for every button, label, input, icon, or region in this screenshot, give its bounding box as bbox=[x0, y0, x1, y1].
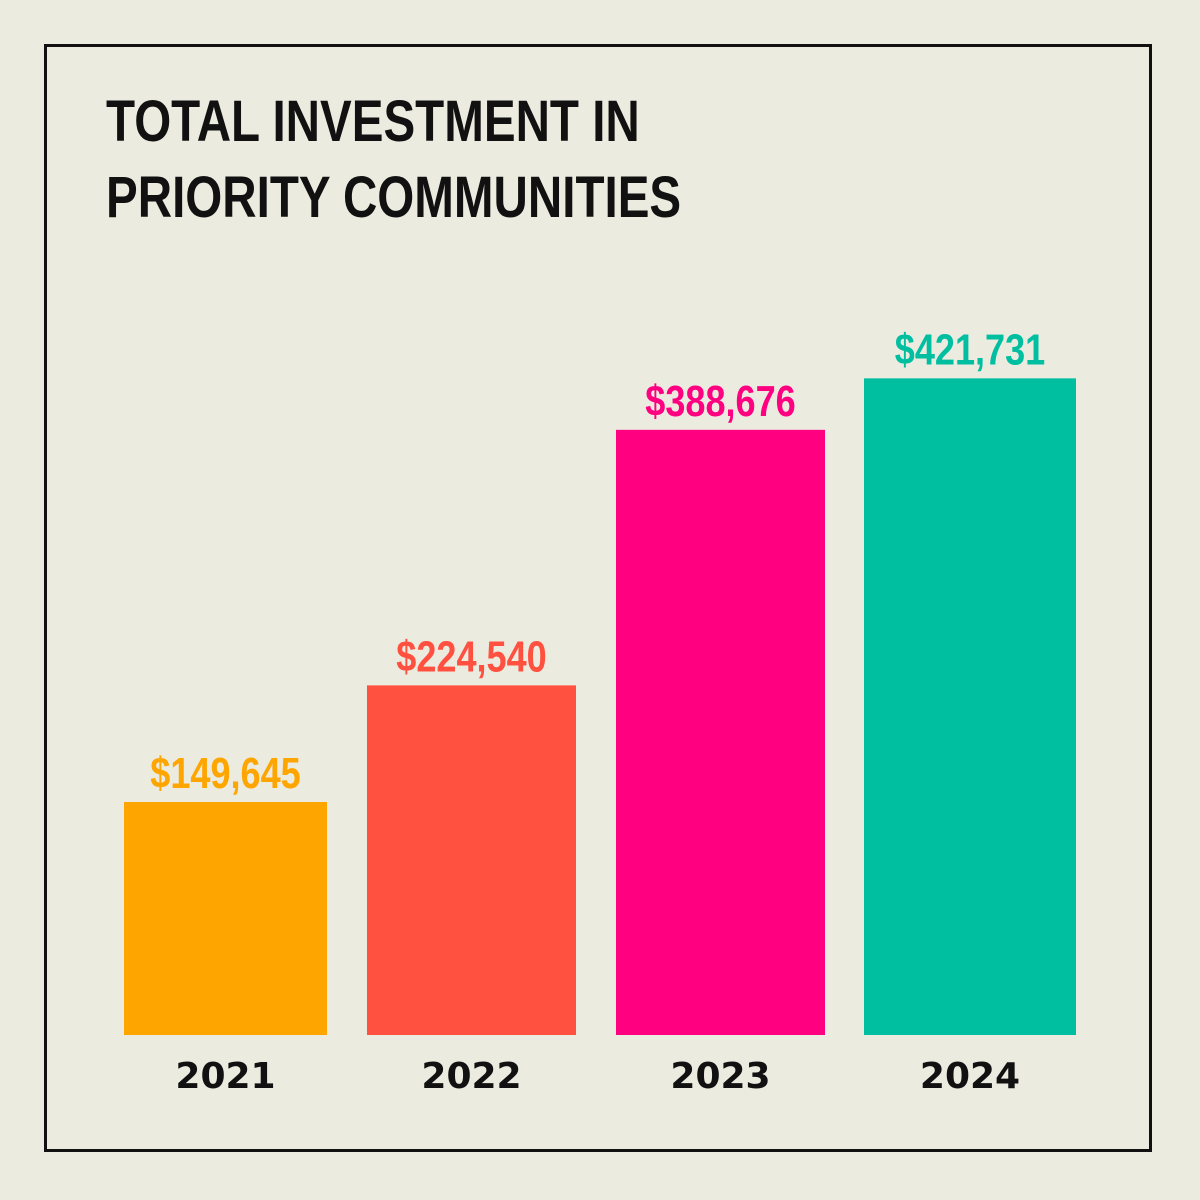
chart-frame bbox=[44, 44, 1152, 1152]
bar-2021 bbox=[124, 802, 327, 1035]
bar-2024 bbox=[864, 378, 1076, 1035]
bar-value-label-2021: $149,645 bbox=[150, 749, 300, 798]
x-tick-label-2023: 2023 bbox=[670, 1056, 770, 1097]
bar-value-label-2023: $388,676 bbox=[645, 376, 795, 425]
bar-2023 bbox=[616, 429, 825, 1035]
chart-title-line-2: PRIORITY COMMUNITIES bbox=[106, 165, 682, 230]
x-tick-label-2021: 2021 bbox=[175, 1056, 275, 1097]
chart-title-line-1: TOTAL INVESTMENT IN bbox=[106, 89, 640, 154]
bar-value-label-2024: $421,731 bbox=[895, 325, 1045, 374]
chart-title: TOTAL INVESTMENT IN PRIORITY COMMUNITIES bbox=[106, 84, 681, 236]
bar-value-label-2022: $224,540 bbox=[396, 632, 546, 681]
bar-2022 bbox=[367, 685, 576, 1035]
x-tick-label-2022: 2022 bbox=[421, 1056, 521, 1097]
x-tick-label-2024: 2024 bbox=[920, 1056, 1020, 1097]
